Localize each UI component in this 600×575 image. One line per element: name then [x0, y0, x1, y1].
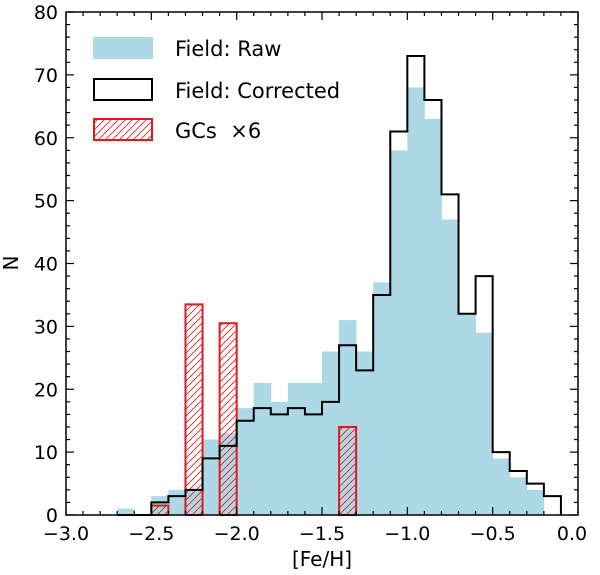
gc-bar	[338, 425, 358, 517]
raw-bar	[407, 87, 425, 515]
raw-bar	[458, 313, 476, 515]
raw-bar	[322, 351, 340, 515]
legend: Field: Raw Field: Corrected GCs ×6	[93, 37, 340, 143]
gc-bar	[184, 303, 204, 516]
x-tick-label: −2.0	[214, 523, 260, 545]
axis-ticks	[65, 11, 579, 516]
x-tick-label: −2.5	[128, 523, 174, 545]
gc-bars-group	[150, 303, 358, 517]
legend-label-raw: Field: Raw	[175, 37, 281, 61]
legend-label-gcs: GCs ×6	[175, 119, 261, 143]
raw-bar	[356, 351, 374, 515]
x-tick-label: −1.0	[384, 523, 430, 545]
y-tick-label: 70	[34, 65, 58, 87]
legend-label-corrected: Field: Corrected	[175, 79, 340, 103]
x-tick-label: −1.5	[299, 523, 345, 545]
legend-swatch-raw	[93, 37, 153, 59]
raw-bar	[441, 219, 459, 516]
legend-swatch-corrected	[93, 78, 153, 101]
raw-bar	[202, 439, 220, 515]
raw-bar	[168, 489, 186, 515]
x-tick-label: −0.5	[470, 523, 516, 545]
raw-bar	[236, 408, 255, 515]
gc-bar	[218, 322, 238, 517]
y-tick-label: 40	[34, 254, 58, 276]
raw-bar	[304, 382, 323, 515]
raw-bar	[287, 382, 306, 515]
y-tick-label: 20	[34, 379, 58, 401]
y-tick-label: 30	[34, 316, 58, 338]
legend-swatch-gcs	[93, 118, 153, 141]
y-tick-label: 10	[34, 442, 58, 464]
raw-bar	[424, 118, 442, 515]
x-axis-title: [Fe/H]	[292, 547, 352, 571]
raw-bar	[509, 477, 528, 515]
y-tick-label: 60	[34, 128, 58, 150]
raw-bar	[475, 332, 494, 515]
raw-bars-group	[117, 87, 545, 516]
corrected-step-line	[117, 55, 562, 516]
y-tick-label: 50	[34, 191, 58, 213]
raw-bar	[270, 401, 289, 515]
gc-bar	[150, 504, 170, 517]
y-axis-title: N	[0, 256, 23, 271]
x-tick-label: 0.0	[557, 523, 587, 545]
y-tick-label: 0	[46, 505, 58, 527]
raw-bar	[390, 150, 408, 515]
raw-bar	[526, 489, 545, 515]
y-tick-label: 80	[34, 2, 58, 24]
raw-bar	[117, 508, 135, 515]
x-tick-label: −3.0	[43, 523, 89, 545]
raw-bar	[492, 458, 511, 515]
raw-bar	[373, 282, 391, 515]
raw-bar	[253, 382, 272, 515]
